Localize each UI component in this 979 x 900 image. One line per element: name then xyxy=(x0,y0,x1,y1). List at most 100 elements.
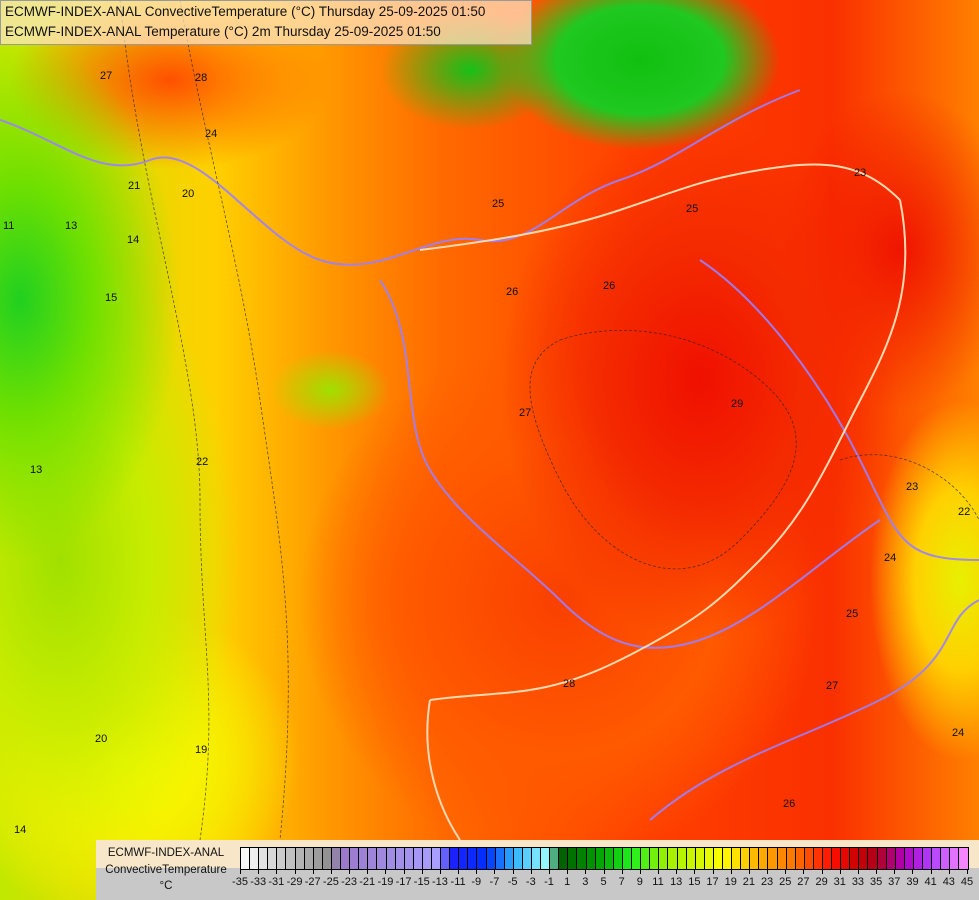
legend-tick-label: -15 xyxy=(413,876,430,888)
legend-color-box xyxy=(850,848,860,869)
legend-tick-label: -11 xyxy=(450,876,466,888)
contour-label: 28 xyxy=(195,72,208,84)
legend-color-box xyxy=(941,848,951,869)
legend-tick-label: 11 xyxy=(652,876,664,888)
legend-tick-label: -33 xyxy=(250,876,267,888)
contour-label: 25 xyxy=(686,203,699,215)
legend-tick-label: 5 xyxy=(600,876,607,888)
country-border xyxy=(426,699,461,840)
contour-label: 26 xyxy=(506,286,519,298)
legend-color-box xyxy=(886,848,896,869)
legend-tick-label: -3 xyxy=(525,876,536,888)
legend-color-box xyxy=(250,848,260,869)
legend-color-box xyxy=(704,848,714,869)
legend-tick-label: 19 xyxy=(724,876,737,888)
legend-tick xyxy=(385,869,387,874)
legend-tick xyxy=(458,869,460,874)
legend-tick-label: 37 xyxy=(888,876,901,888)
legend-ticks: -35 -33 -31 -29 -27 -25 -23 -21 -19 -17 -15 -13 -11-… xyxy=(232,869,973,899)
region-borders xyxy=(0,89,979,821)
legend-tick xyxy=(312,869,314,874)
legend-color-box xyxy=(450,848,460,869)
legend-color-box xyxy=(732,848,742,869)
legend-color-box xyxy=(604,848,614,869)
legend-color-box xyxy=(659,848,669,869)
legend-color-box xyxy=(459,848,469,869)
map-overlay xyxy=(0,0,979,840)
legend-tick-label: 35 xyxy=(870,876,883,888)
legend-color-box xyxy=(741,848,751,869)
legend-color-box xyxy=(286,848,296,869)
legend-tick-label: -9 xyxy=(471,876,482,888)
legend-tick-label: -29 xyxy=(286,876,303,888)
legend-color-box xyxy=(813,848,823,869)
legend-color-box xyxy=(313,848,323,869)
legend-tick-label: 39 xyxy=(906,876,919,888)
legend-color-box xyxy=(477,848,487,869)
legend-tick xyxy=(585,869,587,874)
legend-color-box xyxy=(923,848,933,869)
legend-tick xyxy=(476,869,478,874)
legend-color-box xyxy=(904,848,914,869)
legend-tick xyxy=(258,869,260,874)
legend-tick xyxy=(948,869,950,874)
legend-color-box xyxy=(686,848,696,869)
legend-tick xyxy=(330,869,332,874)
legend-color-box xyxy=(759,848,769,869)
legend-tick xyxy=(876,869,878,874)
legend-color-box xyxy=(350,848,360,869)
legend-color-box xyxy=(532,848,542,869)
legend-color-box xyxy=(568,848,578,869)
legend-tick-label: 45 xyxy=(960,876,974,888)
legend-color-box xyxy=(768,848,778,869)
legend-tick-label: 27 xyxy=(797,876,810,888)
legend-tick-label: 23 xyxy=(760,876,774,888)
legend-color-box xyxy=(304,848,314,869)
contour-label: 25 xyxy=(846,608,859,620)
legend-tick xyxy=(967,869,968,874)
legend-tick xyxy=(494,869,496,874)
legend-color-box xyxy=(359,848,369,869)
legend-color-box xyxy=(859,848,869,869)
legend-color-box xyxy=(868,848,878,869)
legend-tick xyxy=(712,869,714,874)
contour-label: 27 xyxy=(100,70,113,82)
legend-tick xyxy=(421,869,423,874)
legend-tick xyxy=(730,869,732,874)
country-borders xyxy=(419,163,907,840)
legend-tick-label: -19 xyxy=(377,876,394,888)
legend-source: ECMWF-INDEX-ANAL xyxy=(107,847,225,859)
legend-unit: °C xyxy=(159,880,173,892)
contour-label: 26 xyxy=(603,280,616,292)
legend-tick-label: -27 xyxy=(304,876,321,888)
legend-color-box xyxy=(577,848,587,869)
border-line xyxy=(699,259,979,561)
legend-tick-label: 41 xyxy=(924,876,937,888)
legend-tick xyxy=(894,869,896,874)
legend-tick xyxy=(694,869,696,874)
legend-color-box xyxy=(632,848,642,869)
legend-tick-label: -17 xyxy=(395,876,412,888)
title-line-2: ECMWF-INDEX-ANAL Temperature (°C) 2m Thu… xyxy=(5,24,441,39)
legend-tick xyxy=(276,869,278,874)
legend-parameter: ConvectiveTemperature xyxy=(105,864,227,876)
legend-color-box xyxy=(368,848,378,869)
legend-color-box xyxy=(541,848,551,869)
legend-tick-label: 1 xyxy=(564,876,571,888)
contour-label: 20 xyxy=(95,733,108,745)
legend-tick xyxy=(839,869,841,874)
contour-label: 23 xyxy=(906,481,919,493)
legend-color-box xyxy=(413,848,423,869)
contour-label: 26 xyxy=(783,798,796,810)
legend-color-box xyxy=(495,848,505,869)
contour-label: 14 xyxy=(127,234,140,246)
contour-label: 24 xyxy=(952,727,965,739)
legend-tick-label: 17 xyxy=(706,876,719,888)
legend-color-box xyxy=(259,848,269,869)
legend-color-box xyxy=(668,848,678,869)
legend-tick-label: 3 xyxy=(582,876,589,888)
legend-tick-label: 29 xyxy=(815,876,828,888)
legend-tick xyxy=(439,869,441,874)
legend-tick xyxy=(294,869,296,874)
